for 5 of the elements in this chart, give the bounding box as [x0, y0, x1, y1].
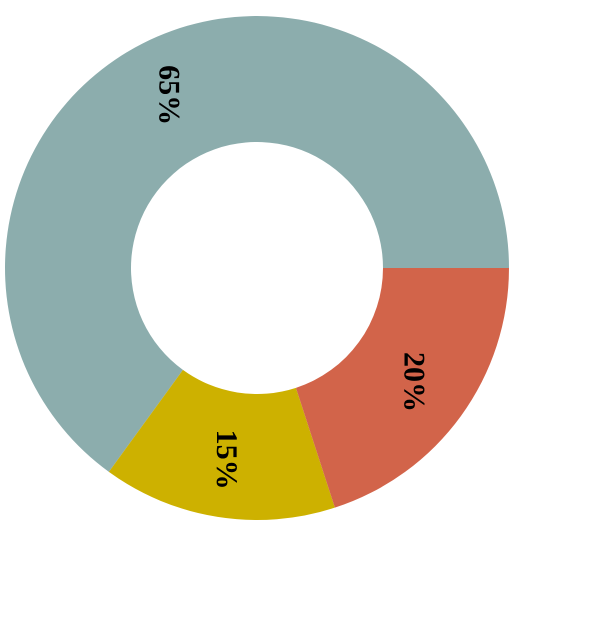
donut-slice — [296, 268, 509, 508]
donut-slice — [108, 370, 335, 520]
data-label: 20% — [397, 352, 430, 412]
data-label: 65% — [152, 65, 186, 126]
data-label: 15% — [210, 430, 244, 490]
